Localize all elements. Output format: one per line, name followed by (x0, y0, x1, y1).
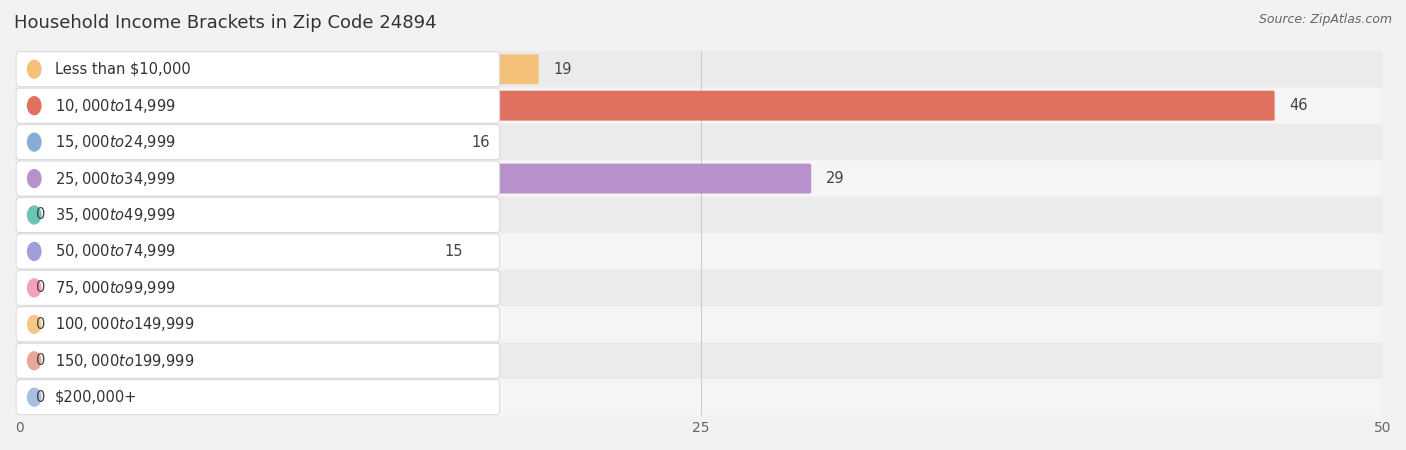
Text: Less than $10,000: Less than $10,000 (55, 62, 190, 76)
FancyBboxPatch shape (15, 198, 499, 233)
FancyBboxPatch shape (20, 160, 1382, 197)
Text: $15,000 to $24,999: $15,000 to $24,999 (55, 133, 176, 151)
Circle shape (28, 206, 41, 224)
FancyBboxPatch shape (15, 125, 499, 160)
Text: $150,000 to $199,999: $150,000 to $199,999 (55, 352, 194, 370)
Text: 0: 0 (35, 207, 45, 222)
FancyBboxPatch shape (15, 161, 499, 196)
Circle shape (28, 97, 41, 115)
Text: 0: 0 (35, 317, 45, 332)
Text: $10,000 to $14,999: $10,000 to $14,999 (55, 97, 176, 115)
FancyBboxPatch shape (20, 342, 1382, 379)
FancyBboxPatch shape (18, 164, 811, 194)
FancyBboxPatch shape (20, 87, 1382, 124)
Text: Source: ZipAtlas.com: Source: ZipAtlas.com (1258, 14, 1392, 27)
Text: $75,000 to $99,999: $75,000 to $99,999 (55, 279, 176, 297)
Text: 0: 0 (35, 390, 45, 405)
Circle shape (28, 243, 41, 261)
Circle shape (28, 279, 41, 297)
Text: $100,000 to $149,999: $100,000 to $149,999 (55, 315, 194, 333)
FancyBboxPatch shape (18, 237, 430, 266)
FancyBboxPatch shape (20, 270, 1382, 306)
FancyBboxPatch shape (20, 51, 1382, 87)
FancyBboxPatch shape (20, 124, 1382, 160)
Text: 16: 16 (472, 135, 491, 149)
Circle shape (28, 170, 41, 188)
Text: $50,000 to $74,999: $50,000 to $74,999 (55, 243, 176, 261)
FancyBboxPatch shape (20, 379, 1382, 415)
Text: 15: 15 (444, 244, 463, 259)
FancyBboxPatch shape (18, 127, 457, 157)
FancyBboxPatch shape (15, 88, 499, 123)
Circle shape (28, 388, 41, 406)
FancyBboxPatch shape (15, 52, 499, 87)
Circle shape (28, 60, 41, 78)
FancyBboxPatch shape (15, 270, 499, 306)
Text: 29: 29 (827, 171, 845, 186)
FancyBboxPatch shape (20, 233, 1382, 270)
Text: 19: 19 (554, 62, 572, 76)
FancyBboxPatch shape (15, 307, 499, 342)
FancyBboxPatch shape (15, 234, 499, 269)
Text: Household Income Brackets in Zip Code 24894: Household Income Brackets in Zip Code 24… (14, 14, 437, 32)
FancyBboxPatch shape (18, 91, 1275, 121)
Text: 46: 46 (1289, 98, 1308, 113)
FancyBboxPatch shape (15, 380, 499, 415)
Text: $200,000+: $200,000+ (55, 390, 136, 405)
FancyBboxPatch shape (20, 306, 1382, 342)
FancyBboxPatch shape (20, 197, 1382, 233)
Text: $35,000 to $49,999: $35,000 to $49,999 (55, 206, 176, 224)
Text: $25,000 to $34,999: $25,000 to $34,999 (55, 170, 176, 188)
Text: 0: 0 (35, 280, 45, 295)
Circle shape (28, 133, 41, 151)
FancyBboxPatch shape (15, 343, 499, 378)
FancyBboxPatch shape (18, 54, 538, 84)
Circle shape (28, 352, 41, 370)
Circle shape (28, 315, 41, 333)
Text: 0: 0 (35, 353, 45, 368)
